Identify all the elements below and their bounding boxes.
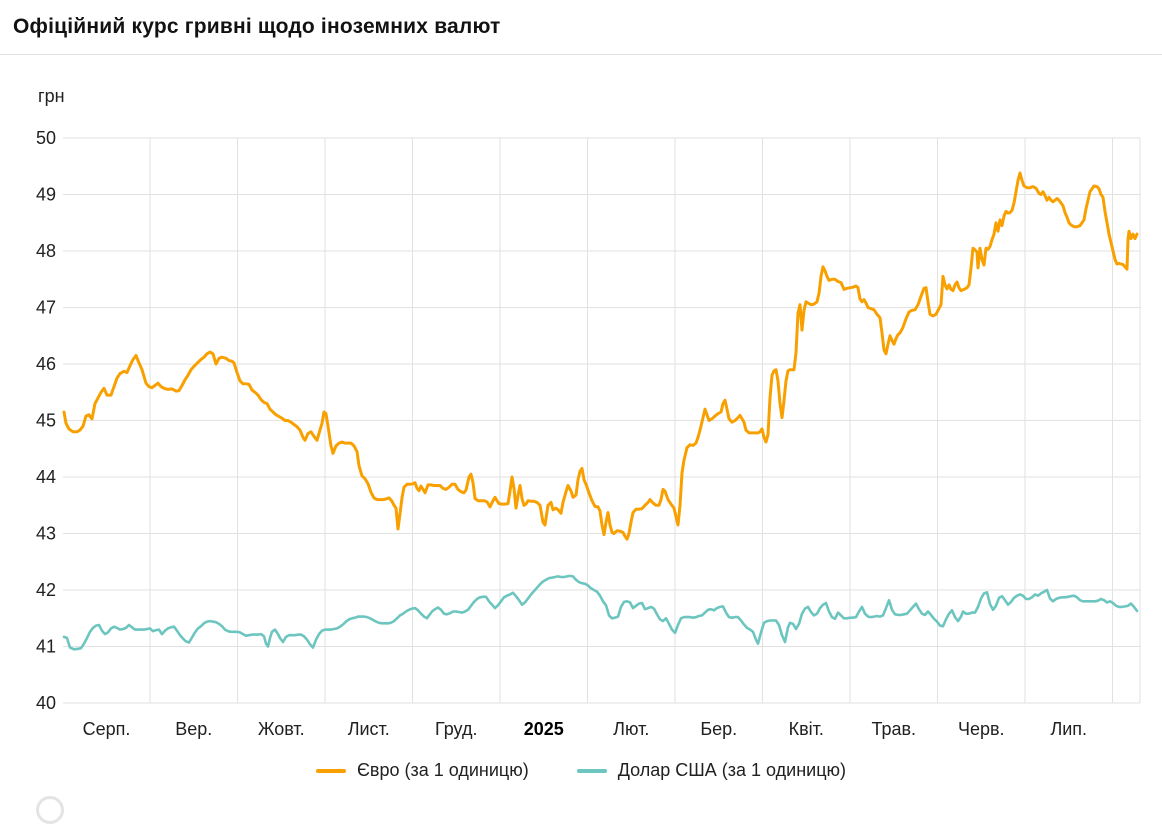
legend-label-usd: Долар США (за 1 одиницю) <box>617 760 847 780</box>
y-tick-label: 41 <box>36 637 56 657</box>
y-tick-label: 49 <box>36 185 56 205</box>
x-tick-label: Жовт. <box>258 719 305 739</box>
chart-plot-area[interactable] <box>63 138 1140 703</box>
y-tick-label: 47 <box>36 298 56 318</box>
x-tick-label: 2025 <box>524 719 564 739</box>
usd-line <box>62 574 1139 651</box>
y-tick-label: 50 <box>36 128 56 148</box>
y-tick-label: 43 <box>36 524 56 544</box>
x-tick-label: Лист. <box>348 719 390 739</box>
x-tick-label: Черв. <box>958 719 1005 739</box>
exchange-rate-chart[interactable]: 40 41 42 43 44 45 46 47 48 49 50 Серп. Вер. Жовт. Лист… <box>0 0 1162 806</box>
y-tick-label: 48 <box>36 241 56 261</box>
x-tick-label: Квіт. <box>789 719 824 739</box>
x-tick-label: Лют. <box>613 719 649 739</box>
usd-line-swatch <box>576 768 607 773</box>
y-tick-label: 42 <box>36 580 56 600</box>
y-axis-unit-label: грн <box>38 86 65 106</box>
page-title: Офіційний курс гривні щодо іноземних вал… <box>0 0 1162 55</box>
legend-item-usd[interactable]: Долар США (за 1 одиницю) <box>576 760 847 781</box>
y-tick-label: 46 <box>36 354 56 374</box>
legend-label-euro: Євро (за 1 одиницю) <box>356 760 529 780</box>
x-tick-label: Серп. <box>83 719 131 739</box>
x-tick-label: Трав. <box>871 719 916 739</box>
euro-line-swatch <box>315 768 346 773</box>
partial-logo <box>36 796 64 824</box>
x-tick-label: Лип. <box>1050 719 1087 739</box>
euro-line <box>62 171 1139 541</box>
y-tick-label: 44 <box>36 467 56 487</box>
x-tick-label: Бер. <box>700 719 737 739</box>
legend-item-euro[interactable]: Євро (за 1 одиницю) <box>315 760 529 781</box>
page-title-text: Офіційний курс гривні щодо іноземних вал… <box>13 15 501 38</box>
chart-legend: Євро (за 1 одиницю) Долар США (за 1 один… <box>0 760 1162 781</box>
y-tick-label: 45 <box>36 411 56 431</box>
x-tick-label: Груд. <box>435 719 477 739</box>
x-tick-label: Вер. <box>175 719 212 739</box>
y-tick-label: 40 <box>36 693 56 713</box>
